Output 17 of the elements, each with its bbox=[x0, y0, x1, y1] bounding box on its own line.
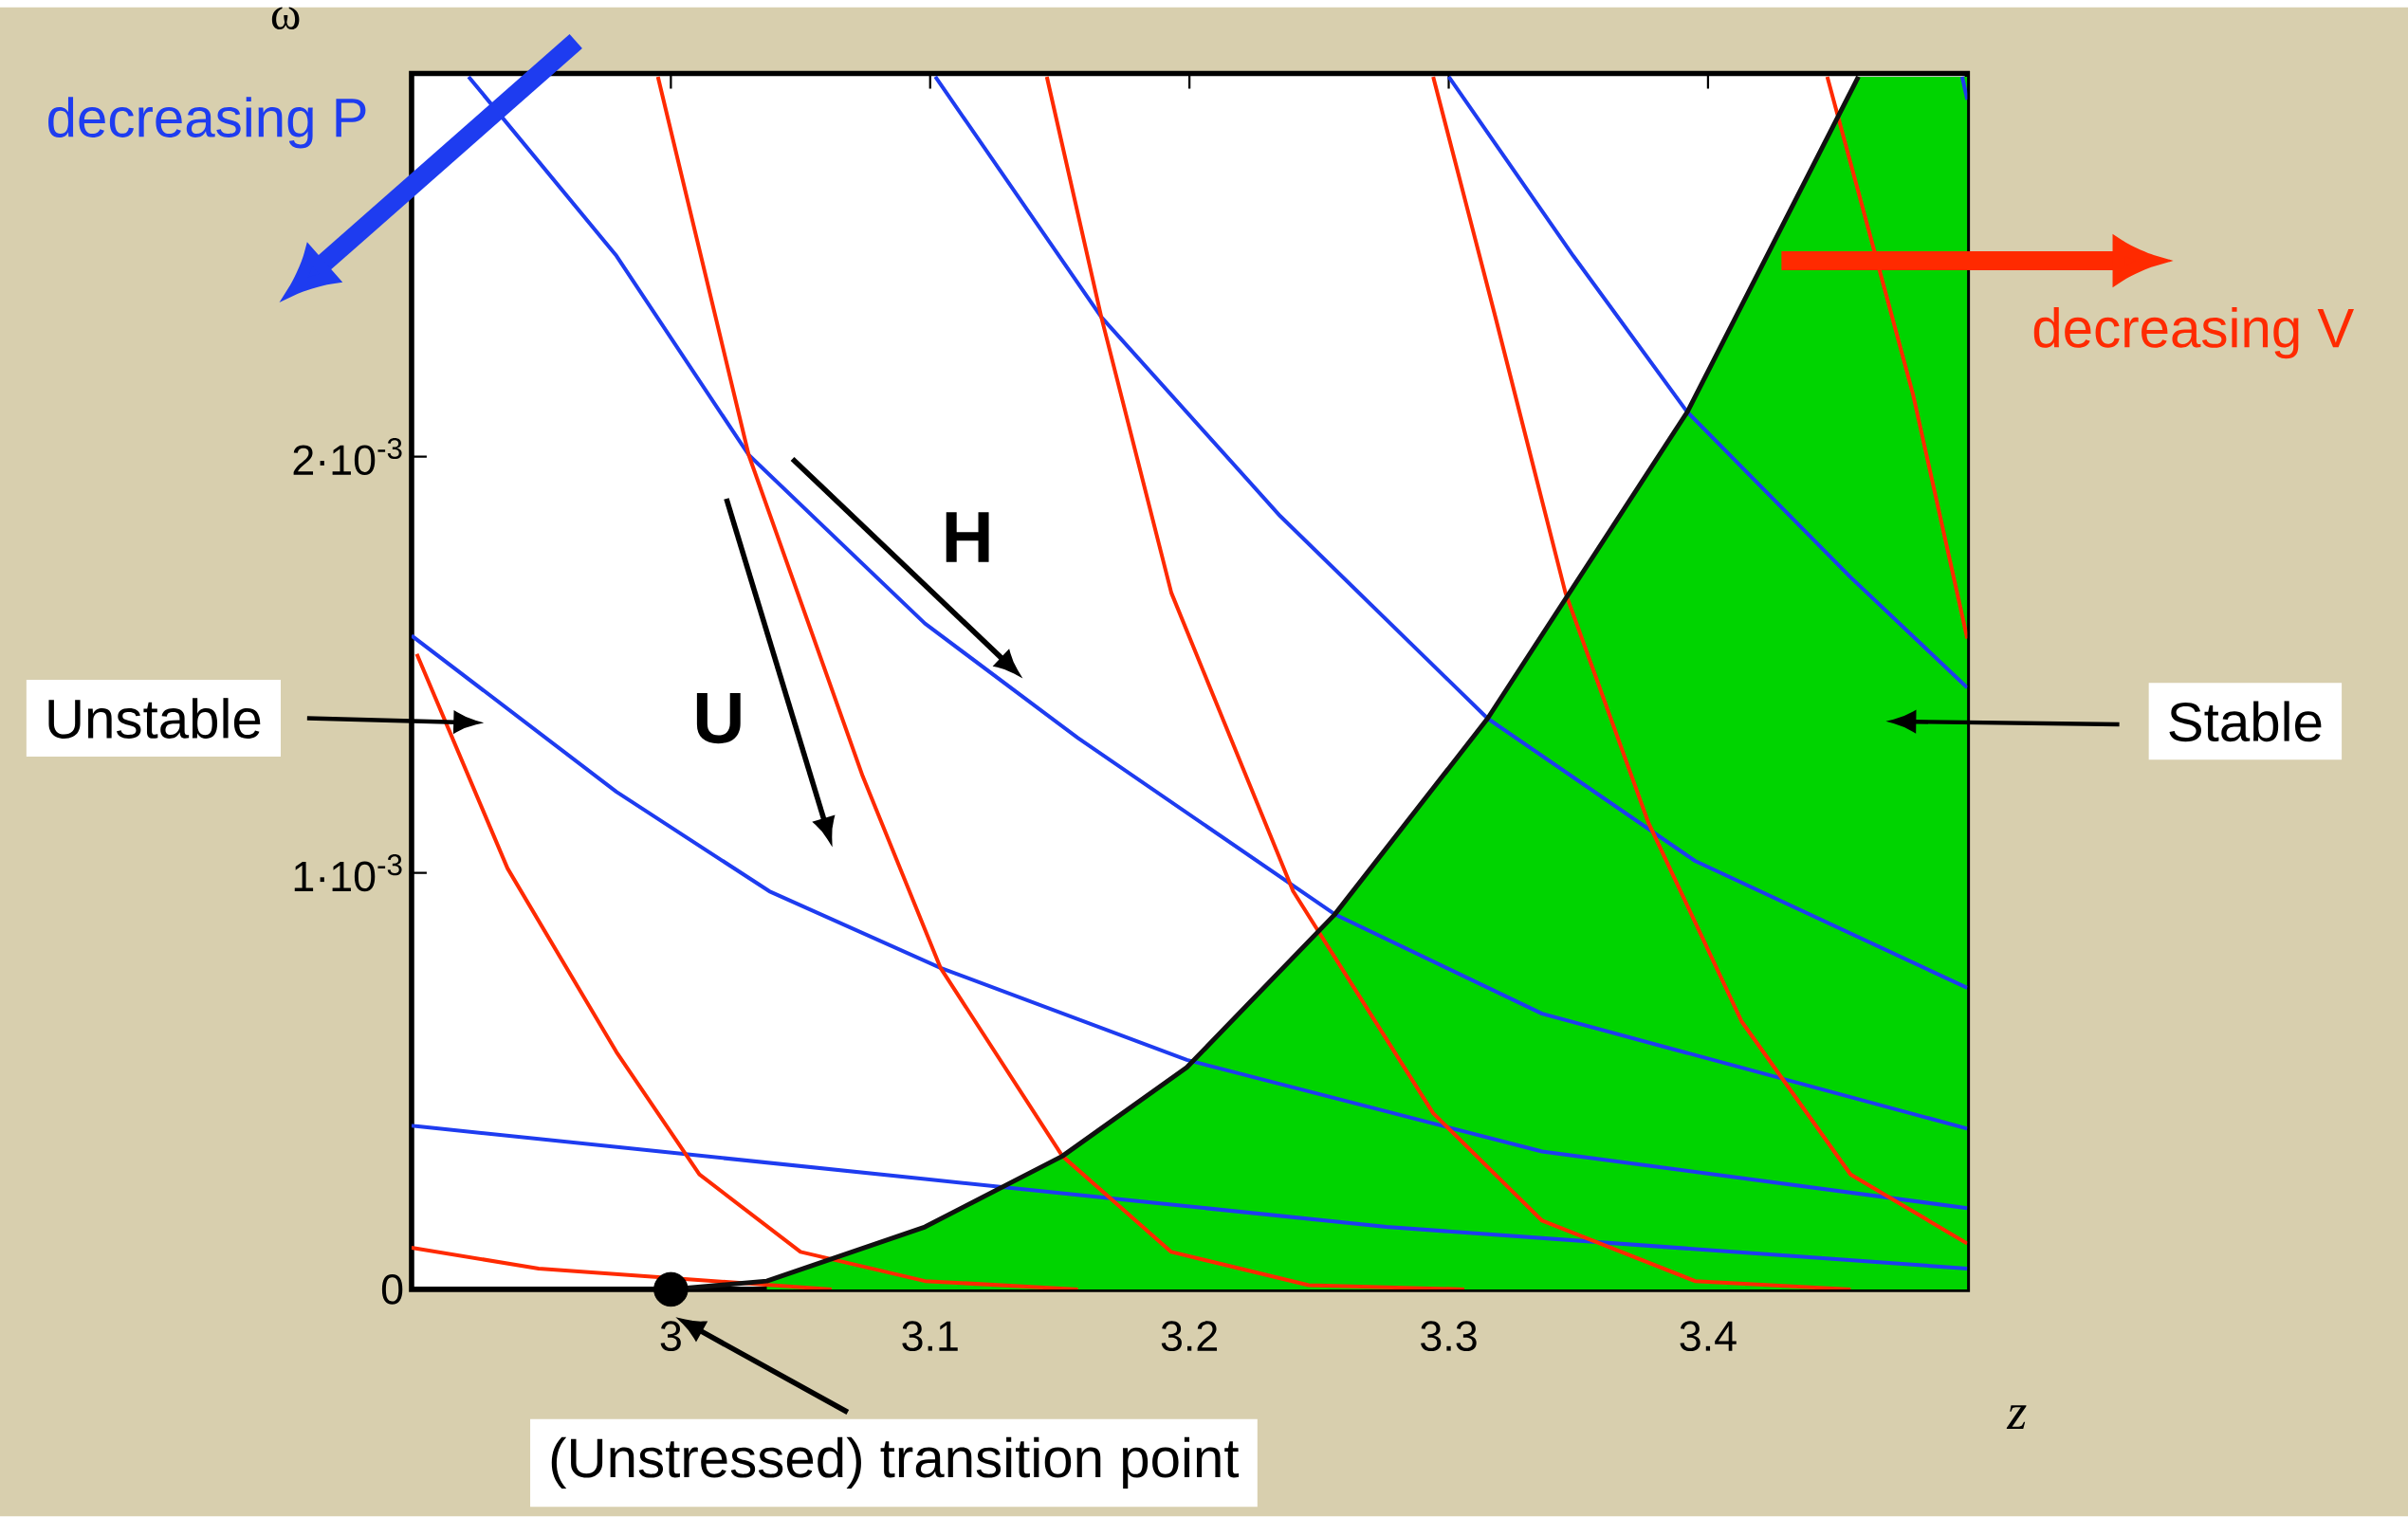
annotation: H bbox=[946, 512, 989, 562]
x-tick-label: 3 bbox=[660, 1321, 681, 1352]
annotation: (Unstressed) transition point bbox=[551, 1436, 1240, 1490]
text: decreasing V bbox=[2033, 307, 2354, 359]
annotation: U bbox=[696, 693, 741, 744]
x-axis-title: z bbox=[2006, 1405, 2027, 1430]
x-tick-label: 3.1 bbox=[902, 1321, 958, 1352]
text: decreasing P bbox=[48, 97, 366, 149]
y-axis-title: ω bbox=[271, 7, 300, 30]
x-tick-label: 3.2 bbox=[1161, 1321, 1218, 1352]
text: Stable bbox=[2169, 701, 2322, 742]
y-tick-label: 0 bbox=[381, 1274, 403, 1305]
y-tick-label: 1·10$^{-3}$ bbox=[294, 854, 402, 892]
x-tick-label: 3.3 bbox=[1421, 1321, 1477, 1352]
y-tick-label: 2·10$^{-3}$ bbox=[293, 438, 402, 476]
text: Unstable bbox=[48, 698, 261, 740]
x-tick-label: 3.4 bbox=[1680, 1321, 1737, 1352]
